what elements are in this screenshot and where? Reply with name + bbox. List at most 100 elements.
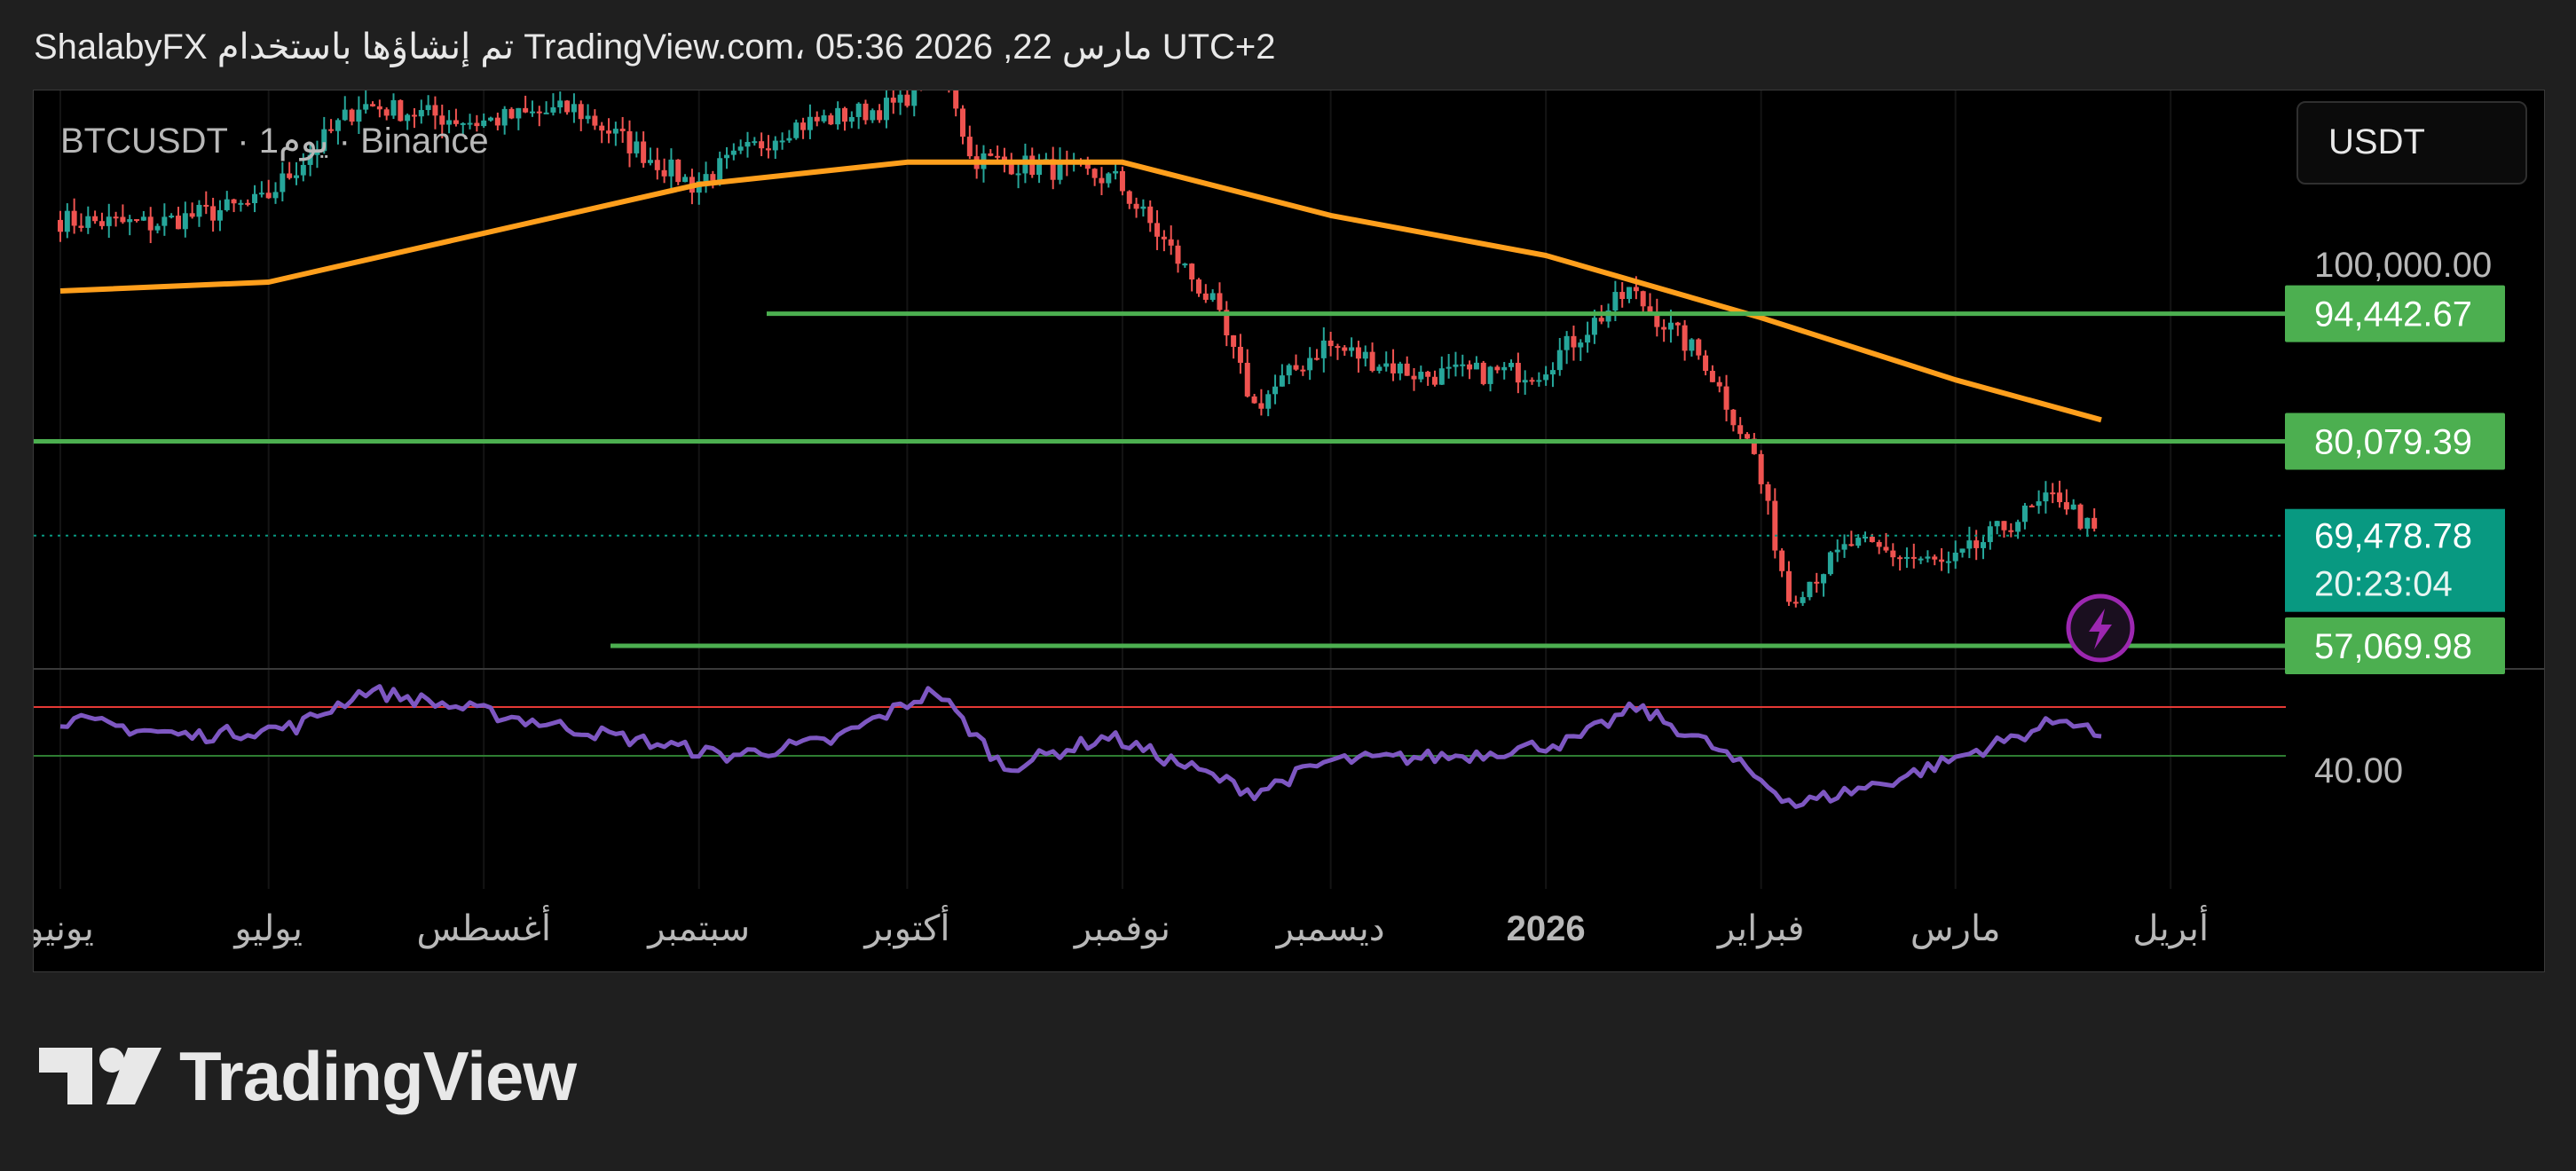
tradingview-logo: TradingView: [39, 1036, 577, 1117]
x-axis-label: يونيو: [34, 909, 94, 949]
candle-body: [1737, 425, 1744, 435]
candle: [147, 207, 154, 244]
candle: [127, 215, 133, 236]
candle-body: [189, 213, 195, 217]
candle: [182, 201, 188, 238]
candle: [1730, 408, 1737, 432]
candles: [58, 90, 2098, 608]
candle-body: [307, 154, 313, 165]
candle-body: [1133, 203, 1139, 209]
candle-body: [2057, 492, 2063, 503]
candle-body: [1529, 380, 1535, 382]
candle-body: [772, 140, 778, 151]
candle-body: [265, 193, 272, 199]
candle: [58, 210, 63, 242]
chart-frame[interactable]: 100,000.00 40.00 94,442.67 80,079.39 57,069.…: [33, 90, 2545, 972]
candle-body: [217, 209, 223, 221]
candle: [1723, 374, 1729, 421]
candle-body: [550, 107, 556, 113]
candle: [779, 132, 785, 150]
candle: [744, 131, 751, 158]
candle: [2036, 490, 2042, 515]
alert-lightning-icon[interactable]: [2066, 593, 2135, 663]
candle-body: [1237, 346, 1243, 363]
candle: [258, 181, 264, 198]
candle: [1106, 172, 1112, 188]
candle-body: [287, 173, 293, 178]
candle-body: [807, 116, 813, 130]
candle-body: [64, 210, 70, 232]
candle: [1959, 548, 1965, 558]
candle: [1113, 162, 1119, 180]
candle: [113, 211, 119, 227]
candle: [2043, 481, 2049, 514]
candle: [1320, 327, 1327, 373]
candle: [807, 104, 813, 139]
candle: [1918, 556, 1924, 564]
candle-body: [1446, 366, 1452, 369]
candle: [1231, 334, 1237, 359]
candle-body: [1890, 550, 1896, 558]
candle-body: [752, 141, 758, 144]
currency-button[interactable]: USDT: [2296, 101, 2527, 185]
candle-body: [1126, 191, 1132, 204]
candle: [1279, 364, 1285, 387]
candle: [474, 114, 480, 132]
candle: [1890, 543, 1896, 567]
candle: [1515, 352, 1521, 394]
candle-body: [536, 111, 542, 114]
candle: [612, 122, 618, 146]
candle-body: [488, 117, 494, 121]
candle: [418, 99, 424, 124]
candle: [1300, 365, 1306, 376]
candle-body: [1251, 396, 1257, 404]
candle: [217, 200, 223, 232]
candle-body: [988, 153, 994, 156]
candle: [280, 161, 286, 202]
candle-body: [245, 202, 251, 205]
level-price-tag-bg: [2285, 413, 2505, 470]
level-price-tag: 57,069.98: [2285, 617, 2505, 674]
candle: [724, 146, 730, 169]
level-price-tag: 94,442.67: [2285, 285, 2505, 342]
candle-body: [321, 129, 327, 152]
candle-body: [2070, 504, 2076, 510]
candle-body: [1272, 386, 1279, 395]
candle: [1903, 547, 1910, 569]
candle: [1876, 539, 1882, 554]
candle-body: [1730, 409, 1737, 426]
candle: [1841, 534, 1847, 558]
candle-body: [1667, 322, 1674, 330]
candle: [696, 172, 702, 205]
candle-body: [647, 160, 653, 163]
candle: [78, 213, 84, 232]
level-price-tag-label: 94,442.67: [2314, 295, 2472, 334]
candle: [120, 204, 126, 224]
candle-body: [98, 221, 105, 226]
candle: [863, 99, 869, 125]
candle: [189, 202, 195, 219]
candle-body: [1682, 325, 1688, 351]
candle-body: [730, 150, 737, 155]
candle-body: [1438, 368, 1445, 385]
candle: [1897, 555, 1903, 571]
candle-body: [543, 112, 549, 114]
candle: [1973, 530, 1980, 561]
candle-body: [1536, 380, 1542, 382]
candle-body: [1390, 363, 1397, 373]
candle-body: [1217, 293, 1223, 310]
tradingview-logo-icon: [39, 1047, 161, 1104]
chart-canvas[interactable]: 100,000.00 40.00 94,442.67 80,079.39 57,069.…: [34, 90, 2544, 971]
candle: [376, 99, 382, 118]
candle-body: [1404, 363, 1410, 376]
candle-body: [113, 216, 119, 219]
candle: [1467, 360, 1473, 380]
candle: [1910, 543, 1917, 569]
candle-body: [1099, 177, 1105, 184]
candle: [592, 109, 598, 130]
candle-body: [252, 193, 258, 203]
candle: [821, 109, 827, 123]
candle-body: [356, 109, 362, 122]
candle-body: [1335, 346, 1341, 349]
candle-body: [1258, 403, 1264, 409]
